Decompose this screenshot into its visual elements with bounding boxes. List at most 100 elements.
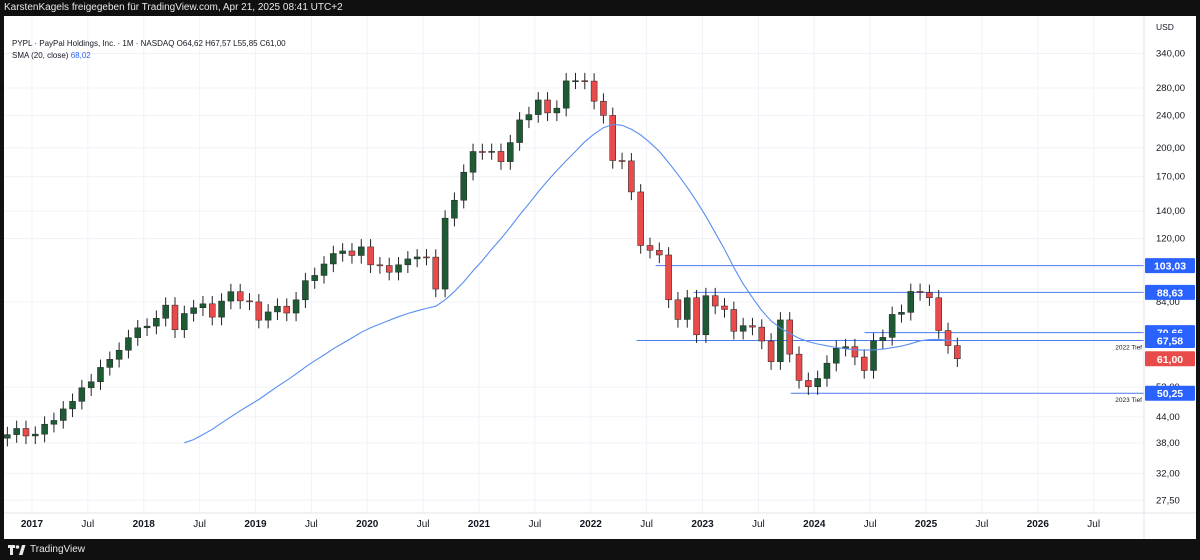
candle-down — [721, 305, 728, 310]
tradingview-logo[interactable]: TradingView — [8, 544, 85, 555]
candle-up — [292, 299, 300, 314]
x-tick-label: 2025 — [915, 519, 938, 530]
x-tick-label: Jul — [640, 519, 653, 530]
candle-up — [516, 119, 523, 143]
currency-label: USD — [1156, 22, 1174, 32]
candle-up — [879, 337, 887, 342]
candle-down — [255, 301, 263, 321]
candle-up — [69, 401, 76, 410]
top-bar: KarstenKagels freigegeben für TradingVie… — [0, 0, 1200, 16]
candle-down — [544, 99, 551, 114]
candle-up — [823, 362, 831, 379]
candle-up — [814, 378, 821, 388]
candle-down — [209, 303, 216, 318]
candle-up — [125, 337, 132, 351]
candle-down — [236, 291, 244, 302]
candle-up — [199, 303, 207, 308]
candle-up — [451, 199, 458, 219]
candle-down — [926, 292, 933, 298]
time-axis[interactable]: 2017 Jul 2018 Jul 2019 Jul 2020 Jul 2021 Jul 2022 J… — [21, 519, 1100, 530]
candle-up — [274, 305, 281, 313]
candle-down — [590, 80, 598, 102]
candle-down — [786, 319, 793, 355]
candle-up — [97, 367, 104, 382]
x-tick-label: Jul — [81, 519, 94, 530]
candle-down — [805, 380, 812, 388]
candle-up — [115, 349, 123, 360]
y-tick-label: 38,00 — [1156, 438, 1180, 449]
candle-down — [954, 345, 961, 360]
price-label-bg — [1145, 284, 1195, 300]
chart-svg[interactable]: 2022 Tief 2023 Tief USD 340,00 280,00 240,0… — [4, 16, 1196, 539]
candle-down — [581, 80, 589, 82]
candle-up — [777, 319, 784, 362]
header-text: KarstenKagels freigegeben für TradingVie… — [4, 2, 343, 13]
candle-down — [656, 250, 663, 256]
candle-down — [935, 297, 942, 331]
y-tick-label: 44,00 — [1156, 412, 1180, 423]
candle-down — [246, 300, 253, 303]
candle-up — [59, 408, 67, 421]
candle-up — [553, 107, 561, 114]
price-label: 103,03 — [1154, 261, 1186, 273]
candle-up — [302, 280, 309, 301]
candle-down — [385, 265, 393, 273]
footer-brand: TradingView — [30, 544, 86, 555]
candle-up — [684, 297, 691, 320]
candle-up — [311, 275, 318, 281]
y-tick-label: 27,50 — [1156, 495, 1180, 506]
candle-up — [870, 340, 877, 371]
price-label-bg — [1145, 258, 1195, 274]
candle-down — [367, 246, 374, 266]
candle-up — [833, 348, 840, 364]
candle-down — [171, 304, 179, 331]
candle-down — [665, 254, 672, 301]
y-tick-label: 84,00 — [1156, 297, 1180, 308]
candle-up — [87, 381, 95, 389]
candle-down — [711, 295, 719, 307]
x-tick-label: Jul — [528, 519, 541, 530]
x-tick-label: 2024 — [803, 519, 826, 530]
x-tick-label: 2018 — [133, 519, 156, 530]
candle-down — [618, 160, 626, 162]
x-tick-label: Jul — [193, 519, 206, 530]
horizontal-lines[interactable]: 2022 Tief 2023 Tief — [636, 265, 1144, 405]
candle-up — [134, 327, 141, 338]
y-tick-label: 280,00 — [1156, 83, 1185, 94]
candle-down — [628, 160, 635, 193]
candle-up — [739, 325, 747, 332]
legend-sma-label: SMA (20, close) — [12, 51, 69, 60]
x-tick-label: Jul — [976, 519, 989, 530]
candle-up — [78, 387, 86, 402]
candle-up — [41, 423, 48, 435]
x-tick-label: Jul — [417, 519, 430, 530]
candle-up — [4, 434, 11, 439]
candle-down — [637, 191, 644, 246]
candle-down — [497, 151, 505, 162]
candle-up — [702, 295, 710, 336]
candle-down — [767, 340, 775, 362]
candle-up — [404, 258, 412, 266]
sma-layer — [184, 123, 958, 444]
x-tick-label: 2017 — [21, 519, 44, 530]
candle-up — [143, 325, 151, 329]
candle-up — [441, 217, 449, 290]
price-label: 50,25 — [1157, 388, 1183, 400]
candle-up — [413, 256, 421, 260]
candle-up — [525, 114, 533, 121]
x-tick-label: Jul — [1087, 519, 1100, 530]
price-label-bg — [1145, 351, 1195, 367]
candle-up — [320, 263, 328, 276]
candle-up — [13, 428, 20, 435]
candle-down — [758, 326, 766, 342]
price-label-bg — [1145, 333, 1195, 349]
candle-up — [572, 80, 579, 82]
hline-note: 2022 Tief — [1115, 345, 1142, 352]
candle-up — [460, 171, 467, 201]
candle-down — [646, 245, 654, 251]
candle-up — [395, 264, 402, 273]
candle-up — [162, 304, 169, 319]
candle-up — [106, 359, 114, 368]
candle-up — [898, 312, 905, 315]
candle-down — [851, 346, 859, 358]
